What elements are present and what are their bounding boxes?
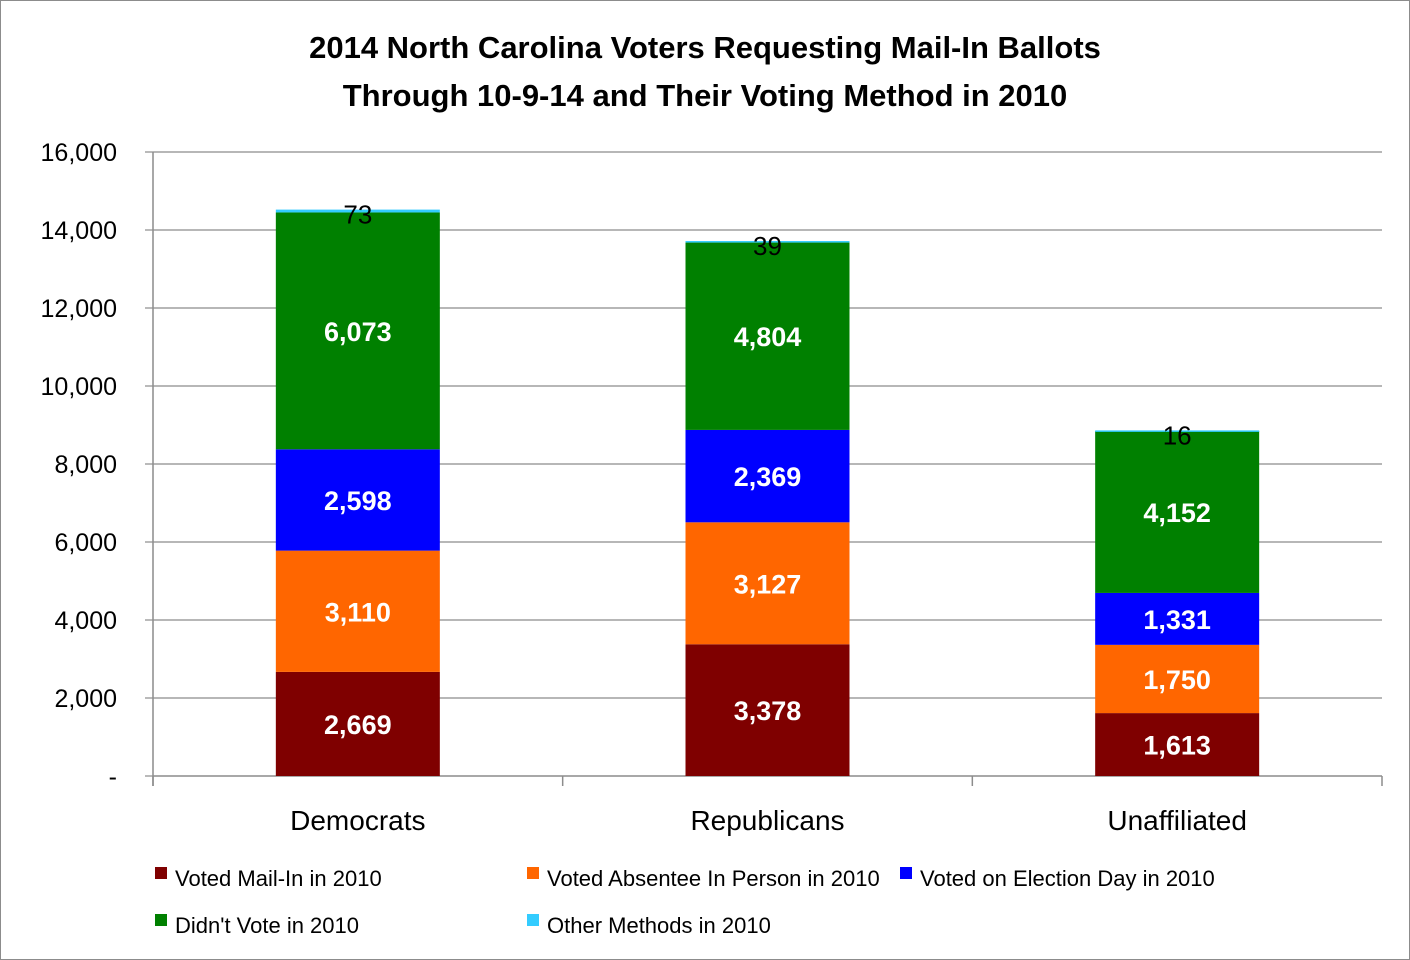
data-label: 4,152 [1143, 498, 1211, 528]
data-label: 3,378 [734, 696, 802, 726]
bar-segment [685, 241, 850, 243]
legend-label: Didn't Vote in 2010 [175, 913, 359, 938]
data-label: 1,613 [1143, 731, 1211, 761]
bar-segment [685, 644, 850, 776]
bar-segment [685, 242, 850, 430]
data-label: 73 [343, 200, 372, 230]
bar-segment [275, 212, 440, 450]
chart-title-line-2: Through 10-9-14 and Their Voting Method … [342, 78, 1068, 113]
legend-label: Voted on Election Day in 2010 [920, 866, 1215, 891]
data-label: 4,804 [734, 322, 802, 352]
legend-label: Voted Absentee In Person in 2010 [547, 866, 880, 891]
data-label: 2,669 [324, 710, 392, 740]
bar-segment [1095, 431, 1260, 593]
data-label: 16 [1163, 420, 1192, 450]
legend-swatch [527, 867, 539, 879]
y-tick-label: 2,000 [54, 685, 117, 713]
legend-swatch [155, 867, 167, 879]
data-label: 3,127 [734, 569, 802, 599]
x-category-label: Republicans [690, 805, 844, 836]
data-label: 3,110 [325, 597, 391, 627]
bar-segment [275, 550, 440, 672]
y-tick-label: - [109, 763, 117, 791]
legend-swatch [900, 867, 912, 879]
y-tick-label: 10,000 [41, 373, 117, 401]
bar-segment [275, 671, 440, 776]
legend-label: Other Methods in 2010 [547, 913, 771, 938]
x-category-label: Democrats [290, 805, 425, 836]
chart-title-line-1: 2014 North Carolina Voters Requesting Ma… [309, 30, 1101, 65]
bar-segment [1095, 713, 1260, 776]
bar-segment [1095, 430, 1260, 432]
y-tick-label: 8,000 [54, 451, 117, 479]
data-label: 6,073 [324, 317, 392, 347]
data-label: 39 [753, 231, 782, 261]
y-tick-label: 16,000 [41, 139, 117, 167]
y-tick-label: 6,000 [54, 529, 117, 557]
bar-segment [685, 429, 850, 523]
legend-label: Voted Mail-In in 2010 [175, 866, 382, 891]
bar-segment [1095, 644, 1260, 714]
y-tick-label: 4,000 [54, 607, 117, 635]
data-label: 1,331 [1143, 605, 1211, 635]
y-tick-label: 12,000 [41, 295, 117, 323]
legend-swatch [527, 914, 539, 926]
legend-swatch [155, 914, 167, 926]
data-label: 2,598 [324, 486, 392, 516]
bar-segment [685, 522, 850, 645]
y-tick-label: 14,000 [41, 217, 117, 245]
data-label: 2,369 [734, 462, 802, 492]
bar-segment [275, 449, 440, 551]
x-category-label: Unaffiliated [1107, 805, 1247, 836]
data-label: 1,750 [1143, 665, 1211, 695]
bar-segment [275, 209, 440, 213]
bar-segment [1095, 592, 1260, 645]
